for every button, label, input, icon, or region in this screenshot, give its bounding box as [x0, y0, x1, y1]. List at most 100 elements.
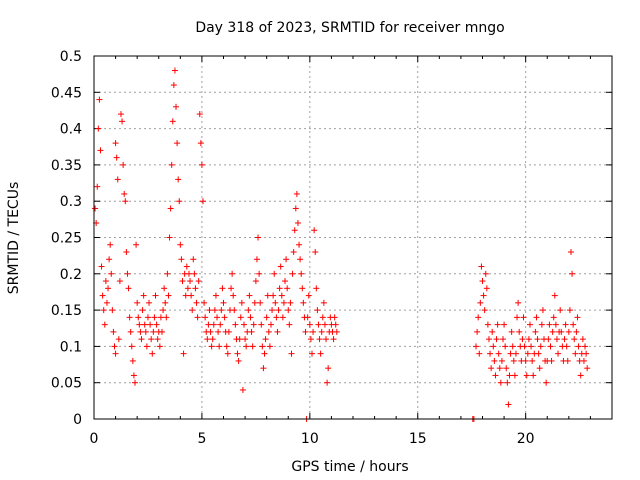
- x-tick-labels: 0 5 10 15 20: [90, 431, 535, 447]
- data-point: [149, 350, 156, 357]
- y-tick-label: 0.5: [60, 49, 82, 65]
- data-point: [94, 183, 101, 190]
- data-point: [212, 292, 219, 299]
- data-point: [552, 321, 559, 328]
- data-point: [140, 292, 147, 299]
- data-point: [170, 82, 177, 89]
- data-point: [176, 198, 183, 205]
- data-point: [150, 328, 157, 335]
- data-point: [564, 357, 571, 364]
- data-point: [306, 321, 313, 328]
- data-point: [128, 343, 135, 350]
- data-point: [491, 357, 498, 364]
- data-point: [561, 336, 568, 343]
- data-point: [95, 125, 102, 132]
- data-point: [512, 350, 519, 357]
- data-point: [106, 256, 113, 263]
- data-point: [188, 292, 195, 299]
- data-point: [208, 343, 215, 350]
- data-point: [503, 365, 510, 372]
- data-point: [317, 350, 324, 357]
- data-point: [478, 263, 485, 270]
- data-point: [196, 111, 203, 118]
- data-point: [102, 278, 109, 285]
- data-point: [160, 307, 167, 314]
- data-point: [191, 270, 198, 277]
- data-point: [185, 270, 192, 277]
- data-point: [266, 343, 273, 350]
- data-point: [274, 328, 281, 335]
- data-point: [297, 256, 304, 263]
- data-point: [522, 357, 529, 364]
- data-point: [153, 321, 160, 328]
- data-point: [579, 336, 586, 343]
- data-point: [289, 270, 296, 277]
- data-point: [474, 328, 481, 335]
- data-point: [243, 343, 250, 350]
- y-tick-label: 0.15: [51, 303, 82, 319]
- data-point: [524, 350, 531, 357]
- data-point: [286, 321, 293, 328]
- data-point: [304, 314, 311, 321]
- data-point: [115, 336, 122, 343]
- data-point: [136, 321, 143, 328]
- data-point: [316, 336, 323, 343]
- data-point: [237, 314, 244, 321]
- y-tick-label: 0.05: [51, 376, 82, 392]
- data-point: [502, 343, 509, 350]
- data-point: [117, 111, 124, 118]
- data-point: [116, 278, 123, 285]
- data-point: [114, 176, 121, 183]
- data-point: [562, 321, 569, 328]
- data-point: [238, 299, 245, 306]
- data-point: [481, 307, 488, 314]
- data-point: [164, 270, 171, 277]
- data-point: [249, 343, 256, 350]
- data-point: [285, 307, 292, 314]
- data-point: [501, 321, 508, 328]
- data-point: [229, 270, 236, 277]
- data-point: [232, 321, 239, 328]
- data-point: [146, 299, 153, 306]
- data-point: [511, 372, 518, 379]
- data-point: [548, 357, 555, 364]
- data-point: [332, 321, 339, 328]
- data-point: [269, 307, 276, 314]
- data-point: [169, 118, 176, 125]
- data-point: [236, 336, 243, 343]
- data-point: [280, 299, 287, 306]
- data-point: [137, 328, 144, 335]
- y-tick-label: 0.4: [60, 122, 82, 138]
- data-point: [278, 292, 285, 299]
- x-tick-label: 20: [517, 431, 535, 447]
- data-point: [167, 205, 174, 212]
- data-point: [270, 292, 277, 299]
- data-point: [134, 299, 141, 306]
- data-point: [507, 350, 514, 357]
- data-point: [532, 328, 539, 335]
- data-point: [204, 336, 211, 343]
- data-point: [251, 299, 258, 306]
- data-point: [539, 307, 546, 314]
- data-point: [205, 321, 212, 328]
- data-point: [144, 314, 151, 321]
- data-point: [122, 198, 129, 205]
- data-point: [572, 350, 579, 357]
- data-point: [121, 190, 128, 197]
- data-point: [220, 299, 227, 306]
- data-point: [291, 227, 298, 234]
- data-point: [583, 350, 590, 357]
- data-point: [217, 321, 224, 328]
- data-point: [111, 343, 118, 350]
- data-point: [242, 336, 249, 343]
- data-point: [192, 285, 199, 292]
- data-point: [127, 328, 134, 335]
- data-point: [245, 307, 252, 314]
- data-point: [201, 299, 208, 306]
- data-point: [526, 321, 533, 328]
- x-tick-label: 15: [409, 431, 427, 447]
- data-point: [211, 307, 218, 314]
- data-point: [247, 314, 254, 321]
- data-point: [313, 285, 320, 292]
- data-point: [273, 314, 280, 321]
